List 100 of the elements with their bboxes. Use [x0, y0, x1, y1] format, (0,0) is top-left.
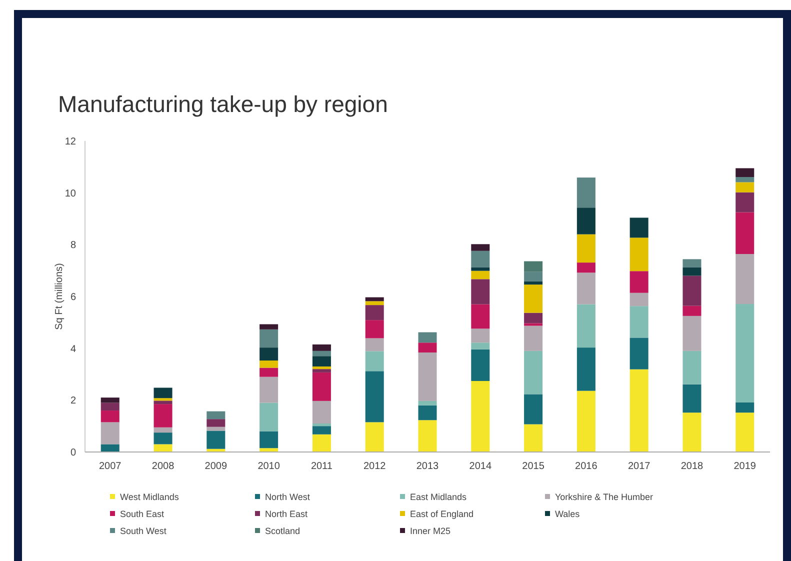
x-tick-label: 2014 [469, 461, 492, 472]
bar [630, 271, 648, 293]
bar [576, 304, 596, 348]
bar [100, 410, 120, 422]
x-tick-label: 2015 [522, 461, 545, 472]
bar [206, 426, 226, 431]
legend-label: West Midlands [120, 492, 180, 502]
bar [471, 328, 490, 343]
bar [524, 272, 543, 282]
bar [576, 272, 596, 304]
bar [260, 402, 278, 432]
bar [365, 422, 384, 452]
bar [736, 192, 754, 212]
bar [682, 259, 702, 268]
bar [471, 380, 490, 452]
legend-label: North East [265, 509, 308, 520]
bar [630, 292, 648, 306]
bar [471, 250, 490, 268]
bar [524, 312, 543, 324]
x-tick-label: 2017 [628, 461, 651, 472]
legend-label: Inner M25 [410, 526, 451, 536]
legend-label: Wales [555, 509, 580, 520]
bar [418, 420, 437, 452]
bar [312, 434, 331, 452]
bar [260, 448, 278, 452]
bar [524, 261, 543, 272]
bar [100, 398, 120, 403]
bar [736, 182, 754, 192]
x-tick-label: 2010 [258, 461, 280, 472]
x-tick-label: 2013 [416, 461, 440, 472]
bar [260, 329, 278, 348]
bar [524, 323, 543, 326]
legend-label: Yorkshire & The Humber [555, 492, 654, 502]
bar [100, 444, 120, 452]
y-axis-title: Sq Ft (millions) [54, 263, 65, 330]
bar [682, 316, 702, 351]
bar [524, 326, 543, 351]
bar [365, 338, 384, 352]
x-tick-label: 2018 [680, 461, 704, 472]
bar [576, 348, 596, 391]
bar [576, 390, 596, 452]
y-tick-label: 6 [70, 292, 76, 303]
bar [312, 400, 331, 424]
bar [154, 404, 172, 428]
bar [100, 402, 120, 411]
bar [260, 376, 278, 403]
chart-title: Manufacturing take-up by region [58, 91, 388, 117]
bar [365, 305, 384, 320]
bar [260, 360, 278, 368]
bar [471, 279, 490, 304]
bar [736, 402, 754, 413]
bar [154, 427, 172, 433]
bar [312, 426, 331, 434]
bar [524, 350, 543, 394]
bar [312, 356, 331, 366]
legend-label: North West [265, 492, 310, 502]
bar [736, 254, 754, 304]
bar [312, 372, 331, 401]
bar [154, 388, 172, 398]
x-tick-label: 2009 [204, 461, 228, 472]
bar [736, 168, 754, 178]
bar [471, 342, 490, 350]
bar [576, 262, 596, 273]
legend-label: South East [120, 509, 165, 520]
bar [682, 384, 702, 413]
bar [471, 270, 490, 280]
x-tick-label: 2011 [310, 461, 333, 472]
bar [260, 368, 278, 377]
legend-label: Scotland [265, 526, 300, 536]
bar [736, 304, 754, 402]
bar [630, 218, 648, 238]
bar [365, 371, 384, 422]
legend-label: South West [120, 526, 167, 536]
bar [260, 431, 278, 448]
bar [682, 412, 702, 452]
bar [682, 267, 702, 276]
x-tick-label: 2012 [363, 461, 386, 472]
bar [365, 320, 384, 338]
bar [576, 208, 596, 234]
bar [682, 306, 702, 316]
bar [736, 212, 754, 254]
bar [524, 284, 543, 313]
bar [418, 342, 437, 352]
bar [312, 344, 331, 351]
bar [365, 301, 384, 306]
bar [736, 177, 754, 182]
bar [154, 432, 172, 444]
bar [154, 444, 172, 452]
bar [471, 244, 490, 251]
bar [418, 332, 437, 343]
y-tick-label: 8 [70, 240, 76, 252]
bar [524, 281, 543, 285]
bar [736, 412, 754, 452]
bar [524, 394, 543, 424]
bar [471, 304, 490, 329]
bar [418, 405, 437, 420]
x-tick-label: 2019 [734, 461, 756, 472]
bar [312, 423, 331, 426]
bar [154, 398, 172, 401]
bar [260, 348, 278, 361]
